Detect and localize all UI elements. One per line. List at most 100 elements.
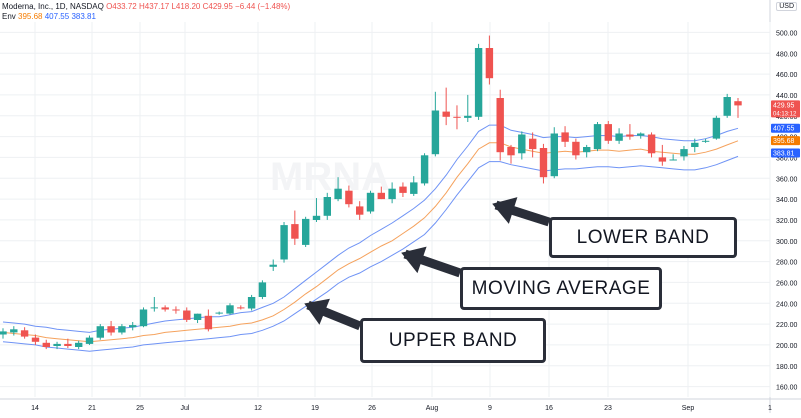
y-tick-label: 300.00 — [776, 239, 798, 246]
y-tick-label: 280.00 — [776, 260, 798, 267]
lower-band-arrow-head — [492, 197, 518, 224]
candle-body — [291, 224, 299, 239]
env-lower-value: 383.81 — [71, 12, 96, 21]
candle-body — [269, 264, 277, 267]
symbol-name: Moderna, Inc., 1D, NASDAQ — [2, 2, 104, 11]
candle-body — [626, 134, 634, 137]
candle-body — [10, 329, 18, 333]
candle-body — [312, 215, 321, 220]
legend-symbol-line: Moderna, Inc., 1D, NASDAQ O433.72 H437.1… — [2, 2, 290, 12]
candle-body — [302, 218, 310, 245]
candle-body — [593, 124, 602, 150]
price-label-bg — [771, 136, 800, 146]
candle-body — [96, 326, 104, 338]
moving-average-arrow-head — [401, 246, 427, 274]
upper-band-callout: UPPER BAND — [360, 318, 546, 363]
candle-body — [172, 309, 180, 311]
price-label: 395.68 — [773, 138, 795, 145]
y-tick-label: 340.00 — [776, 197, 798, 204]
candle-body — [42, 342, 50, 347]
x-tick-label: 9 — [488, 405, 492, 412]
x-tick-label: Aug — [426, 405, 439, 412]
candle-body — [85, 337, 94, 344]
candle-body — [453, 116, 461, 118]
upper-band-arrow-head — [304, 298, 330, 325]
lower-band-callout: LOWER BAND — [549, 217, 737, 258]
candle-body — [561, 132, 569, 142]
candle-body — [388, 188, 396, 200]
candle-body — [64, 343, 72, 346]
candle-body — [356, 206, 364, 215]
price-label-bg — [771, 123, 800, 133]
price-label-countdown: 04:13:12 — [773, 111, 797, 117]
y-tick-label: 380.00 — [776, 155, 798, 162]
y-tick-label: 460.00 — [776, 72, 798, 79]
candle-body — [604, 124, 612, 141]
candle-body — [161, 307, 169, 310]
candle-body — [529, 138, 537, 150]
x-tick-label: 21 — [88, 405, 96, 412]
candle-body — [215, 312, 223, 314]
y-tick-label: 360.00 — [776, 176, 798, 183]
candle-body — [442, 111, 450, 117]
candle-body — [539, 148, 548, 178]
x-tick-label: 16 — [545, 405, 553, 412]
candle-body — [431, 110, 440, 155]
candle-body — [712, 117, 721, 139]
candle-body — [658, 157, 667, 162]
candle-body — [474, 48, 483, 117]
candle-body — [334, 188, 342, 200]
candle-body — [615, 133, 623, 141]
candle-body — [637, 133, 645, 136]
candle-body — [0, 331, 7, 335]
y-tick-label: 220.00 — [776, 322, 798, 329]
candle-body — [496, 98, 504, 153]
y-tick-label: 180.00 — [776, 364, 798, 371]
x-tick-label: 23 — [604, 405, 612, 412]
candle-body — [150, 307, 158, 309]
x-tick-label: 19 — [311, 405, 319, 412]
moving-average-callout: MOVING AVERAGE — [460, 267, 662, 310]
candle-body — [734, 101, 742, 106]
candle-body — [647, 134, 656, 154]
candle-body — [518, 134, 526, 154]
candle-body — [485, 48, 494, 79]
candle-body — [226, 305, 234, 314]
candle-body — [377, 192, 385, 200]
price-label: 429.95 — [773, 102, 795, 109]
candle-body — [75, 342, 83, 347]
y-tick-label: 240.00 — [776, 301, 798, 308]
candle-body — [572, 141, 580, 156]
env-mid-value: 395.68 — [18, 12, 43, 21]
candle-body — [20, 330, 29, 337]
x-tick-label: 25 — [136, 405, 144, 412]
candle-body — [680, 149, 688, 157]
price-label: 407.55 — [773, 126, 795, 133]
y-tick-label: 320.00 — [776, 218, 798, 225]
candle-body — [583, 147, 591, 153]
lower-band-line — [2, 155, 739, 352]
x-tick-label: 14 — [31, 405, 39, 412]
currency-badge[interactable]: USD — [776, 2, 797, 11]
y-tick-label: 440.00 — [776, 93, 798, 100]
x-tick-label: 1 — [768, 405, 772, 412]
y-tick-label: 480.00 — [776, 51, 798, 58]
candle-body — [31, 337, 40, 342]
candle-body — [139, 309, 148, 327]
candle-body — [129, 325, 137, 328]
candle-body — [701, 140, 710, 142]
candle-body — [345, 190, 353, 205]
price-label-bg — [771, 100, 800, 118]
symbol-watermark: MRNA — [270, 155, 390, 199]
candle-body — [669, 159, 677, 161]
candle-body — [323, 197, 331, 216]
y-tick-label: 500.00 — [776, 30, 798, 37]
legend-env-line: Env 395.68 407.55 383.81 — [2, 12, 290, 22]
candle-body — [183, 310, 191, 320]
candle-body — [507, 147, 515, 156]
candle-body — [53, 343, 61, 346]
x-tick-label: 26 — [368, 405, 376, 412]
x-tick-label: Sep — [682, 405, 695, 412]
